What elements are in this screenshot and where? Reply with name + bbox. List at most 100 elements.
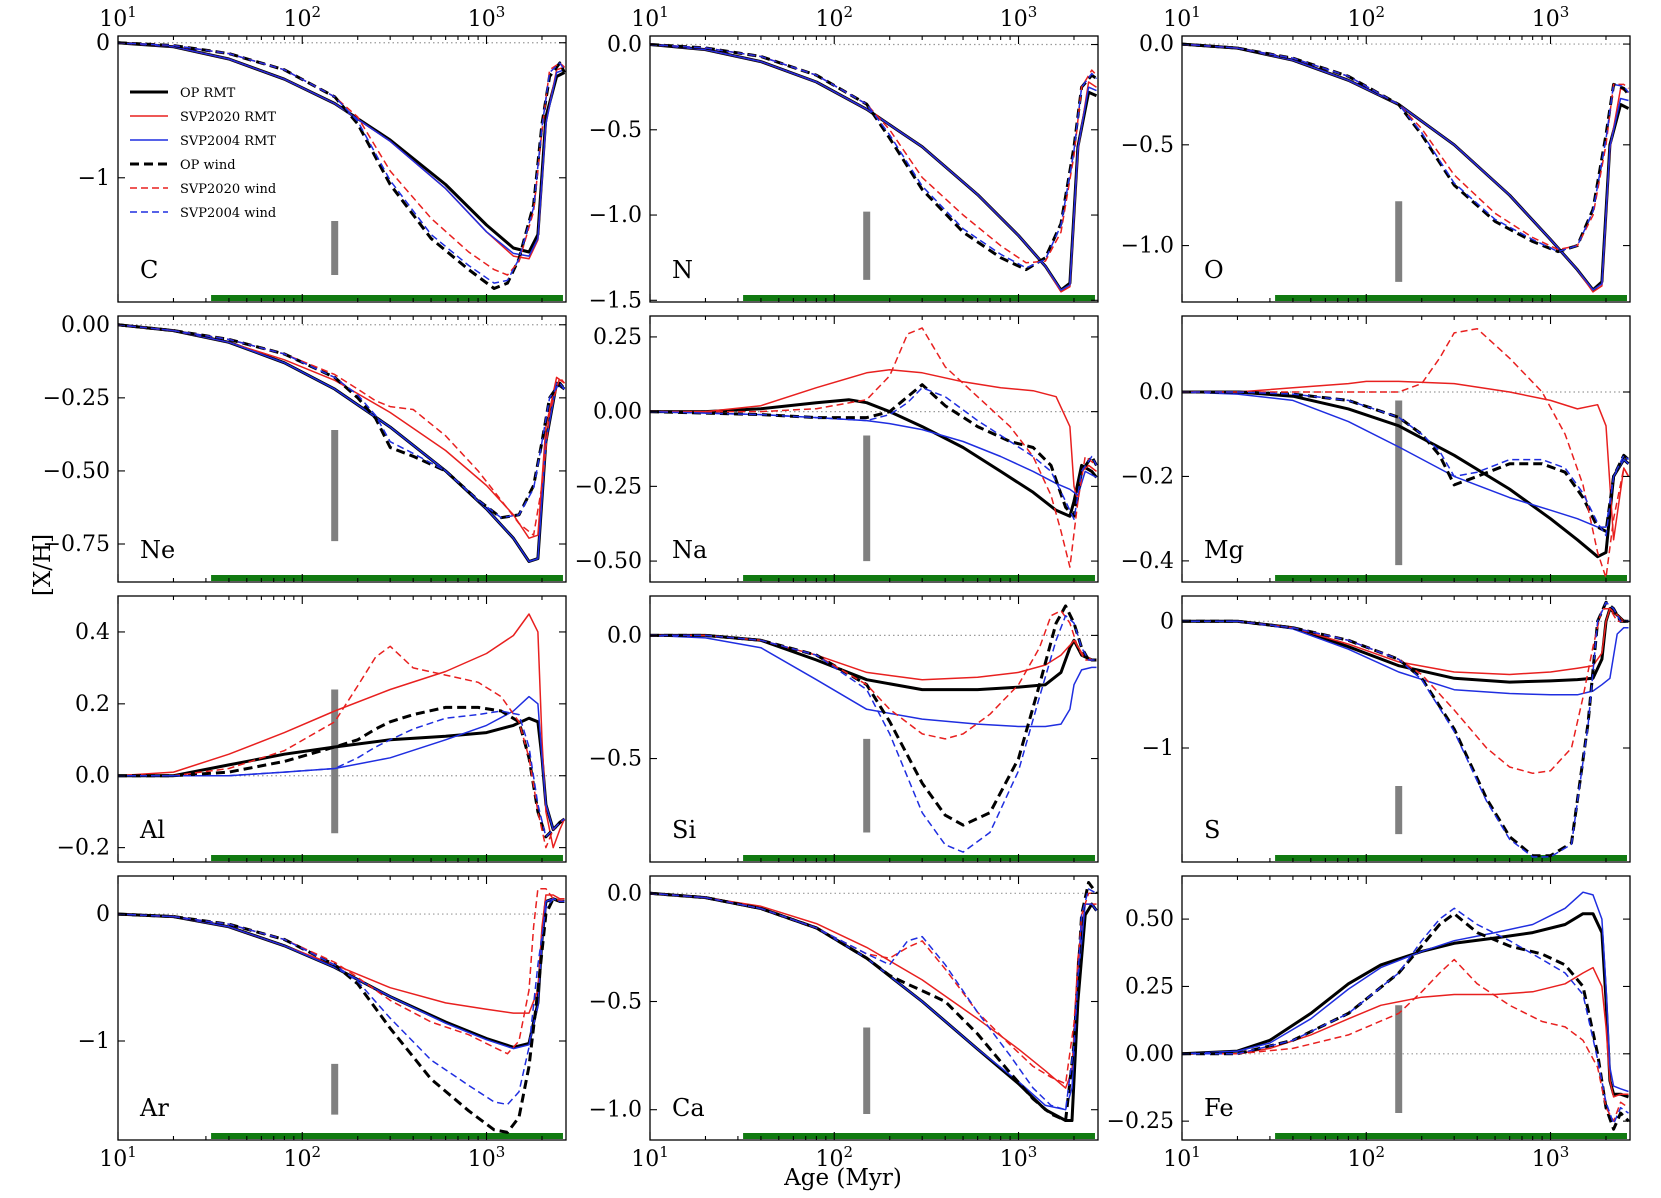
series-line-op-wind	[118, 897, 565, 1134]
y-tick-label: −0.5	[589, 747, 642, 772]
y-tick-label: 0	[96, 902, 110, 927]
series-line-op-rmt	[118, 897, 565, 1049]
panel-frame	[117, 35, 567, 303]
series-line-svp2004-rmt	[1182, 391, 1629, 528]
y-tick-label: 0.0	[1139, 380, 1174, 405]
series-line-op-rmt	[1182, 390, 1630, 559]
series-line-op-wind	[650, 604, 1097, 827]
element-label: Al	[139, 816, 165, 844]
series-line-op-rmt	[1182, 912, 1629, 1099]
age-band-bar	[1275, 575, 1627, 581]
panel-ne: 0.00 −0.25 −0.50 −0.75 Ne	[43, 313, 567, 583]
x-axis-label: Age (Myr)	[783, 1165, 902, 1191]
panel-na: 0.25 0.00 −0.25 −0.50 Na	[575, 315, 1099, 583]
series-line-svp2020-wind	[1182, 43, 1629, 251]
series-line-op-wind	[1182, 42, 1630, 254]
series-line-svp2020-rmt	[1182, 607, 1629, 676]
panel-si: 0.0 −0.5 Si	[589, 595, 1099, 863]
y-tick-label: −0.4	[1121, 549, 1174, 574]
series-line-svp2020-rmt	[1182, 380, 1630, 541]
legend-label: OP RMT	[180, 86, 236, 101]
age-band-bar	[743, 295, 1095, 301]
age-band-bar	[211, 855, 563, 861]
series-line-svp2004-wind	[650, 386, 1098, 520]
series-line-svp2020-wind	[1182, 958, 1629, 1122]
panel-frame	[1181, 315, 1631, 583]
panel-o: 101 102 103 0.0 −0.5 −1.0 O	[1121, 3, 1631, 303]
series-group	[650, 327, 1098, 568]
y-tick-label: −0.5	[1121, 133, 1174, 158]
series-line-svp2004-rmt	[118, 695, 565, 831]
panel-fe: 101 102 103 0.50 0.25 0.00 −0.25 Fe	[1107, 875, 1631, 1172]
series-line-op-rmt	[650, 891, 1098, 1122]
series-line-svp2004-wind	[1182, 907, 1629, 1125]
y-tick-label: −1.0	[1121, 234, 1174, 259]
legend-label: SVP2004 RMT	[180, 134, 276, 149]
series-group	[118, 887, 565, 1134]
y-tick-label: 0.0	[607, 881, 642, 906]
panel-frame	[117, 595, 567, 863]
panel-frame	[649, 595, 1099, 863]
x-tick-label: 101	[1163, 3, 1201, 32]
series-line-svp2004-wind	[118, 710, 565, 838]
element-label: C	[140, 256, 158, 284]
y-tick-label: −1	[1142, 736, 1174, 761]
series-line-svp2020-wind	[650, 610, 1097, 740]
panel-frame	[117, 315, 567, 583]
y-tick-label: 0.00	[593, 400, 642, 425]
y-tick-label: −1.5	[589, 288, 642, 313]
age-band-bar	[743, 855, 1095, 861]
y-tick-label: −1.0	[589, 1098, 642, 1123]
age-band-bar	[211, 1133, 563, 1139]
y-tick-label: 0.0	[1139, 32, 1174, 57]
x-tick-label: 103	[1000, 3, 1038, 32]
series-line-svp2004-rmt	[1182, 620, 1629, 696]
series-line-op-rmt	[650, 43, 1098, 292]
panel-frame	[117, 875, 567, 1141]
series-line-svp2020-wind	[1182, 607, 1629, 775]
series-line-svp2020-wind	[650, 892, 1097, 1085]
y-tick-label: 0.0	[75, 764, 110, 789]
series-line-svp2020-rmt	[118, 894, 565, 1014]
series-group	[1182, 327, 1630, 579]
series-line-svp2004-wind	[1182, 391, 1630, 537]
series-line-svp2004-wind	[118, 898, 565, 1106]
y-tick-label: 0.25	[593, 325, 642, 350]
y-tick-label: −0.25	[1107, 1109, 1174, 1134]
series-line-svp2004-rmt	[650, 892, 1098, 1111]
panel-mg: 0.0 −0.2 −0.4 Mg	[1121, 315, 1631, 583]
age-band-bar	[743, 575, 1095, 581]
panel-frame	[649, 875, 1099, 1141]
panels-grid: 101 102 103 0 −1 C OP RMT SVP2020 RMT SVP2004 RM…	[43, 3, 1631, 1172]
y-tick-label: −1	[78, 166, 110, 191]
legend: OP RMT SVP2020 RMT SVP2004 RMT OP wind SVP20…	[130, 86, 276, 221]
age-band-bar	[1275, 855, 1627, 861]
series-group	[650, 881, 1098, 1122]
legend-label: SVP2020 RMT	[180, 110, 276, 125]
series-line-op-wind	[1182, 600, 1629, 858]
y-axis-label: [X/H]	[30, 534, 56, 596]
x-tick-label: 102	[1347, 3, 1385, 32]
element-label: Na	[672, 536, 707, 564]
y-tick-label: 0.50	[1125, 907, 1174, 932]
series-line-op-wind	[118, 705, 566, 839]
series-group	[650, 43, 1098, 293]
series-line-svp2004-rmt	[1182, 43, 1629, 291]
panel-ar: 101 102 103 0 −1 Ar	[78, 875, 567, 1172]
series-line-svp2004-rmt	[650, 43, 1097, 291]
panel-frame	[1181, 35, 1631, 303]
element-label: Ar	[139, 1094, 169, 1122]
series-line-svp2004-rmt	[118, 42, 565, 257]
series-line-svp2004-wind	[118, 324, 566, 519]
x-tick-label: 101	[631, 3, 669, 32]
x-tick-label: 102	[815, 3, 853, 32]
x-tick-label: 102	[283, 1143, 321, 1172]
series-line-svp2004-rmt	[650, 634, 1097, 728]
series-line-svp2020-rmt	[1182, 966, 1629, 1098]
series-line-op-rmt	[118, 323, 566, 563]
series-line-svp2020-rmt	[650, 634, 1097, 681]
y-tick-label: −1	[78, 1029, 110, 1054]
y-tick-label: −0.2	[57, 836, 110, 861]
age-band-bar	[743, 1133, 1095, 1139]
